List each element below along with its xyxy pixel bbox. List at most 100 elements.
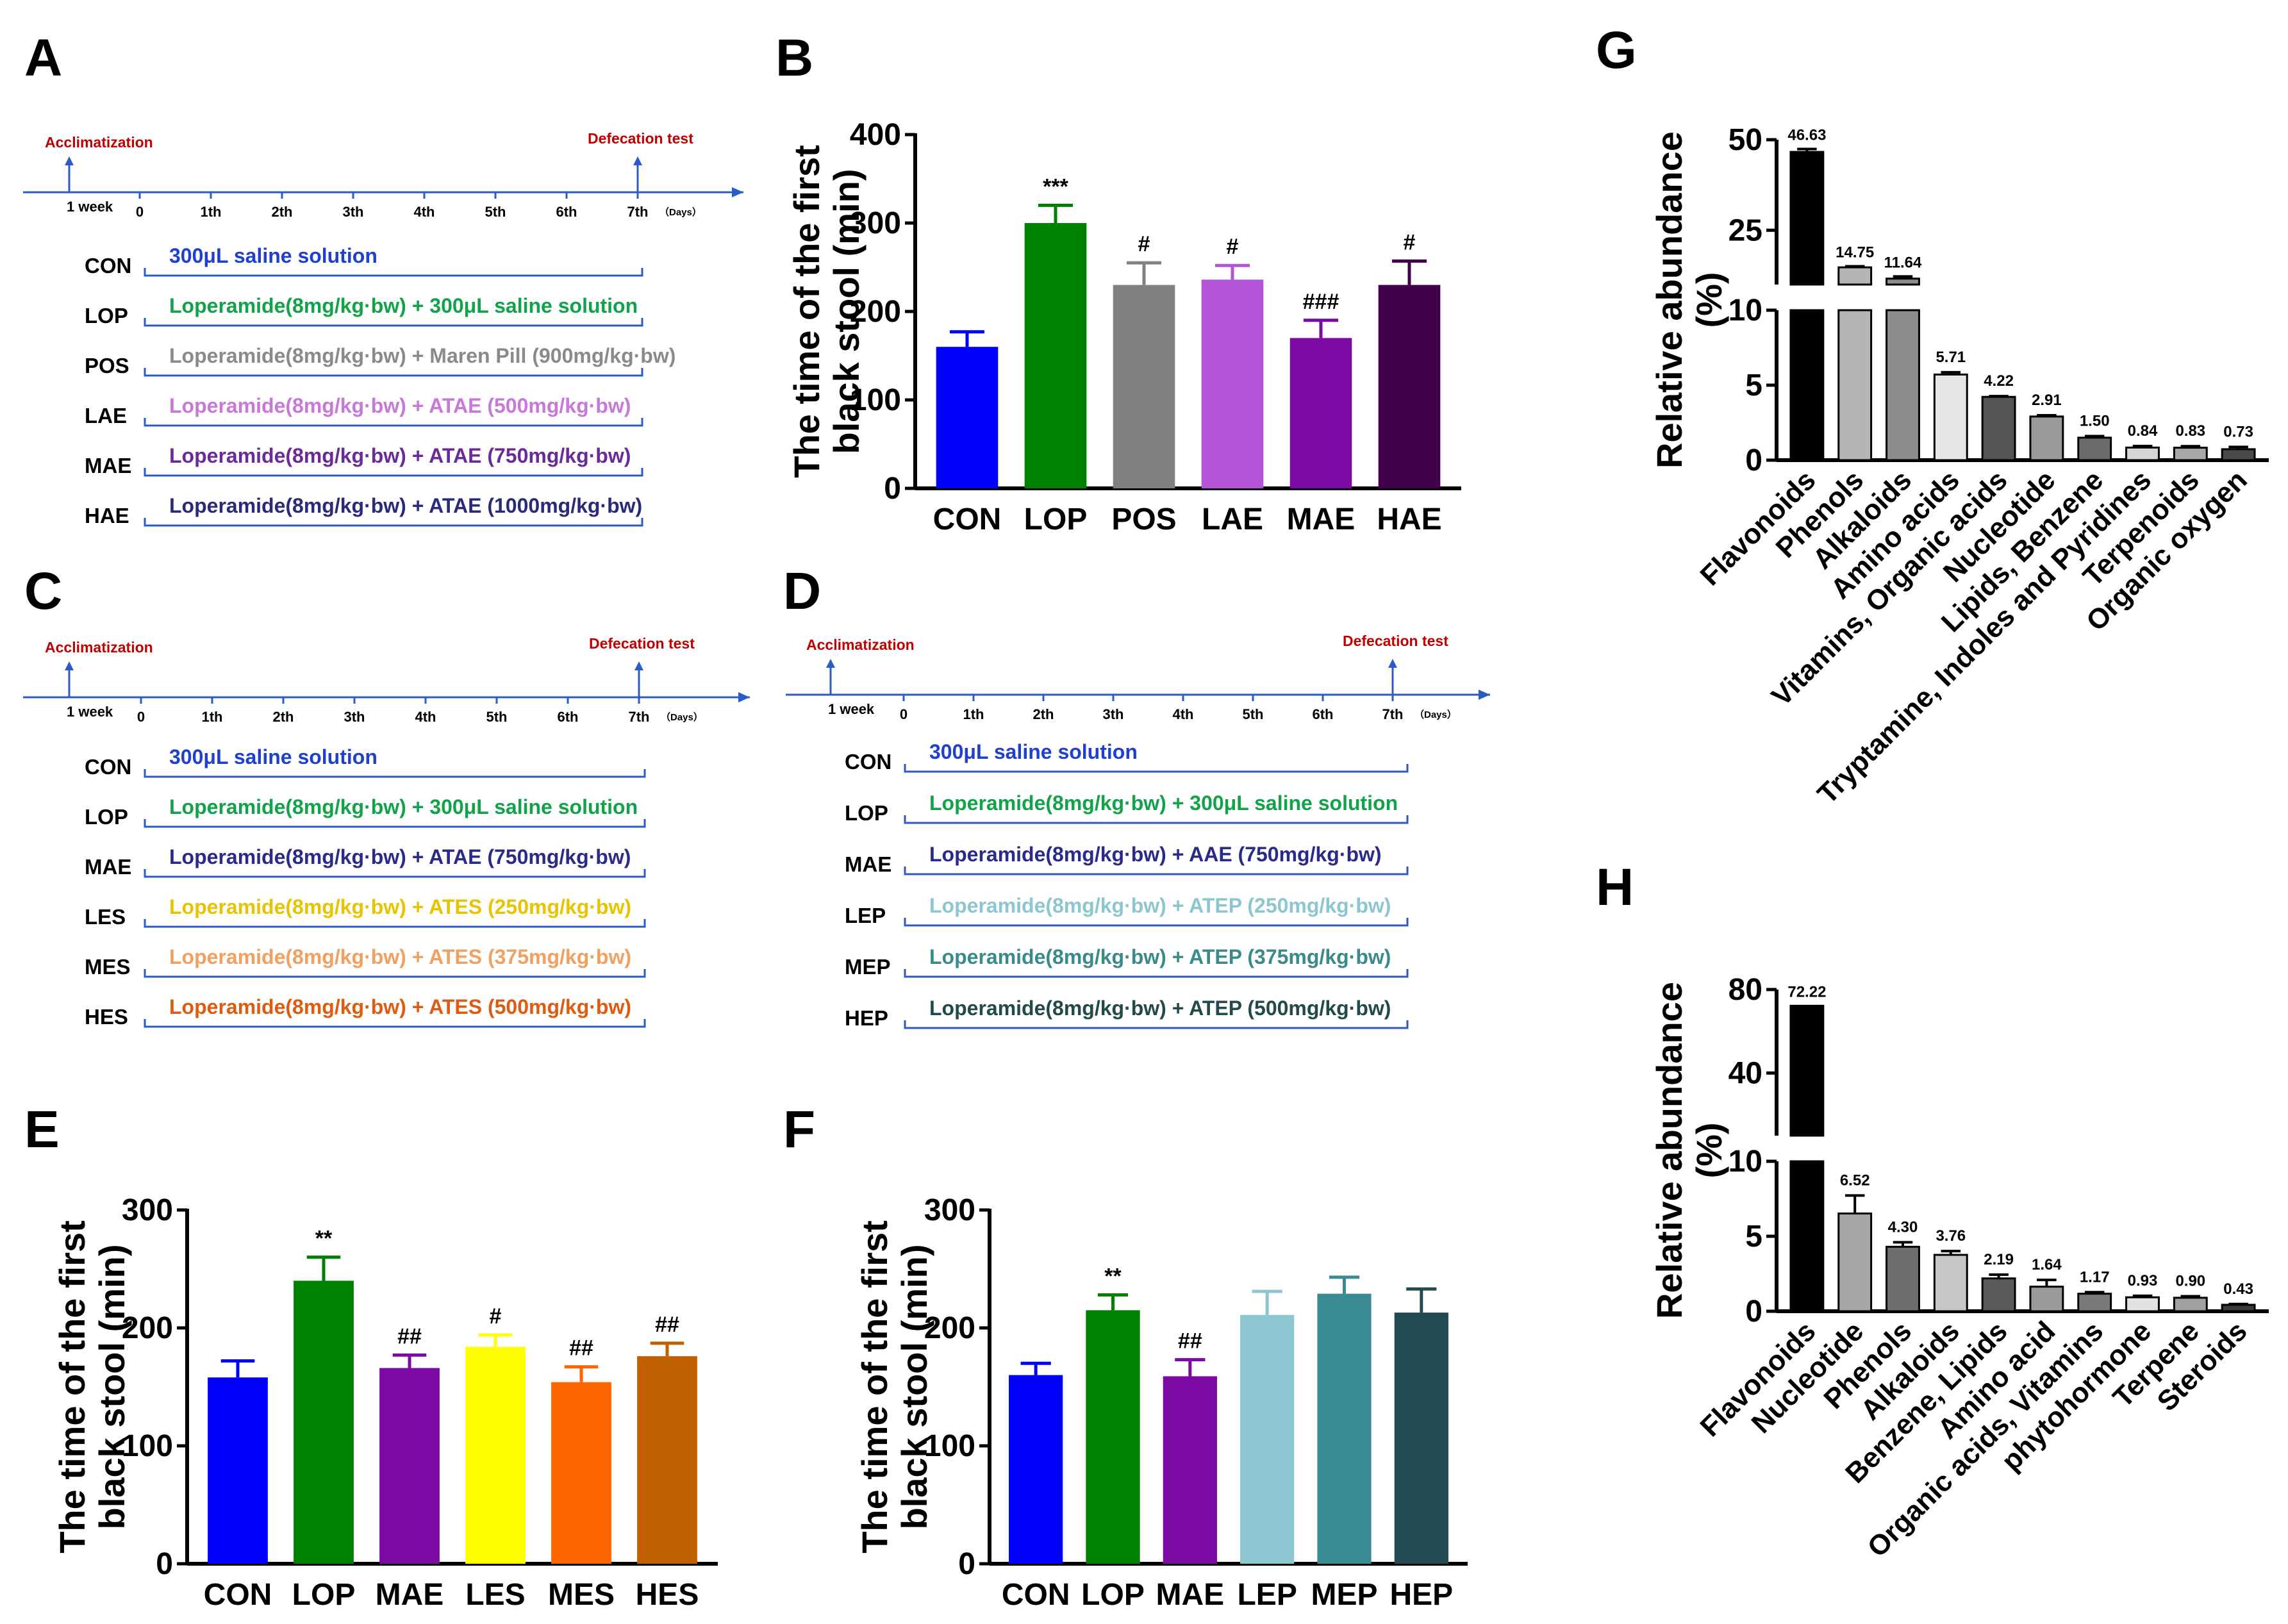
significance-mark: ** (315, 1227, 333, 1251)
y-tick-label: 50 (1728, 123, 1762, 157)
group-label-con: CON (85, 254, 131, 278)
bar-lop (1086, 1310, 1140, 1564)
y-axis-title-line: (%) (1689, 1122, 1729, 1178)
group-label-les: LES (85, 905, 126, 929)
treatment-bracket (904, 866, 1409, 875)
x-tick-label: LOP (292, 1578, 356, 1612)
bar-hep (1394, 1313, 1448, 1564)
bar-mae (379, 1368, 440, 1564)
x-tick-label: LOP (1024, 502, 1088, 536)
day-label: 1th (202, 709, 223, 725)
treatment-bracket (144, 518, 643, 527)
value-label: 0.90 (2175, 1273, 2205, 1290)
bar-les (465, 1346, 526, 1564)
treatment-label-mae: Loperamide(8mg/kg·bw) + ATAE (750mg/kg·b… (169, 845, 631, 868)
day-label: 2th (272, 204, 293, 220)
group-label-mae: MAE (85, 855, 131, 879)
week-label: 1 week (828, 701, 875, 717)
group-label-hep: HEP (845, 1006, 888, 1030)
value-label: 0.84 (2128, 422, 2158, 440)
treatment-bracket (904, 764, 1409, 773)
bar (1837, 1212, 1873, 1313)
group-label-con: CON (85, 755, 131, 779)
bar-con (936, 347, 999, 488)
panel-label-d: D (783, 562, 821, 620)
treatment-bracket (144, 819, 646, 828)
bar (2029, 1286, 2064, 1313)
group-label-lae: LAE (85, 404, 127, 427)
treatment-label-mae: Loperamide(8mg/kg·bw) + AAE (750mg/kg·bw… (929, 843, 1382, 866)
y-axis-title: The time of the firstblack stool (min) (52, 1220, 132, 1554)
day-label: 7th (1382, 706, 1404, 722)
significance-mark: *** (1043, 174, 1068, 199)
bar (2173, 447, 2208, 461)
group-label-mep: MEP (845, 955, 891, 979)
y-tick-label: 0 (156, 1547, 173, 1581)
bar (1981, 395, 2016, 461)
y-axis-title-line: The time of the first (786, 145, 827, 478)
acclimatization-arrowhead (65, 661, 74, 670)
x-tick-label: MAE (376, 1578, 444, 1612)
value-label: 4.30 (1888, 1218, 1918, 1236)
y-tick-label: 300 (122, 1193, 173, 1227)
acclimatization-label: Acclimatization (45, 134, 153, 151)
significance-mark: # (1227, 235, 1239, 259)
y-axis-title-line: black stool (min) (894, 1245, 934, 1530)
significance-mark: # (1404, 230, 1416, 254)
treatment-bracket (144, 969, 646, 978)
y-tick-label: 0 (884, 472, 901, 506)
day-label: 4th (1173, 706, 1194, 722)
day-label: 3th (344, 709, 365, 725)
day-label: 1th (963, 706, 984, 722)
group-label-lop: LOP (85, 304, 128, 327)
day-label: 6th (558, 709, 579, 725)
y-axis-title-line: Relative abundance (1649, 982, 1689, 1319)
value-label: 1.50 (2080, 413, 2110, 430)
bar-lep (1240, 1314, 1295, 1564)
treatment-bracket (904, 1020, 1409, 1029)
panel-label-h: H (1596, 858, 1634, 916)
bar-lower-segment (1886, 309, 1920, 461)
y-axis-title: Relative abundance(%) (1649, 982, 1729, 1319)
treatment-label-lae: Loperamide(8mg/kg·bw) + ATAE (500mg/kg·b… (169, 394, 631, 417)
defecation-arrowhead (634, 661, 643, 670)
bar (2173, 1297, 2208, 1313)
y-tick-label: 10 (1728, 294, 1762, 327)
y-tick-label: 0 (1745, 443, 1762, 477)
treatment-label-mes: Loperamide(8mg/kg·bw) + ATES (375mg/kg·b… (169, 945, 631, 968)
x-tick-label: HEP (1389, 1578, 1453, 1612)
treatment-label-con: 300μL saline solution (169, 244, 377, 267)
day-label: 6th (1313, 706, 1334, 722)
significance-mark: ## (569, 1336, 593, 1361)
y-axis-title-line: (%) (1689, 272, 1729, 327)
day-label: 0 (900, 706, 908, 722)
value-label: 5.71 (1936, 349, 1966, 366)
value-label: 2.19 (1984, 1251, 2014, 1268)
treatment-label-lop: Loperamide(8mg/kg·bw) + 300μL saline sol… (929, 791, 1398, 815)
week-label: 1 week (67, 704, 113, 720)
bar-upper-segment (1837, 266, 1873, 286)
bar-lower-segment (1837, 309, 1873, 461)
group-label-hae: HAE (85, 504, 129, 527)
treatment-label-pos: Loperamide(8mg/kg·bw) + Maren Pill (900m… (169, 344, 676, 367)
group-label-mae: MAE (845, 852, 891, 876)
day-label: 3th (1103, 706, 1124, 722)
panel-label-g: G (1596, 21, 1637, 79)
acclimatization-label: Acclimatization (45, 639, 153, 656)
defecation-arrowhead (633, 156, 642, 165)
value-label: 0.83 (2175, 422, 2205, 440)
defecation-label: Defecation test (1343, 633, 1448, 649)
value-label: 14.75 (1836, 244, 1874, 261)
y-tick-label: 300 (924, 1193, 975, 1227)
value-label: 0.93 (2128, 1272, 2158, 1289)
treatment-label-lop: Loperamide(8mg/kg·bw) + 300μL saline sol… (169, 294, 638, 317)
significance-mark: ## (397, 1324, 422, 1348)
days-unit-label: （Days） (659, 206, 702, 218)
treatment-bracket (144, 468, 643, 477)
group-label-pos: POS (85, 354, 129, 377)
bar (2125, 446, 2160, 461)
bar (2029, 415, 2064, 461)
value-label: 1.17 (2080, 1268, 2110, 1286)
